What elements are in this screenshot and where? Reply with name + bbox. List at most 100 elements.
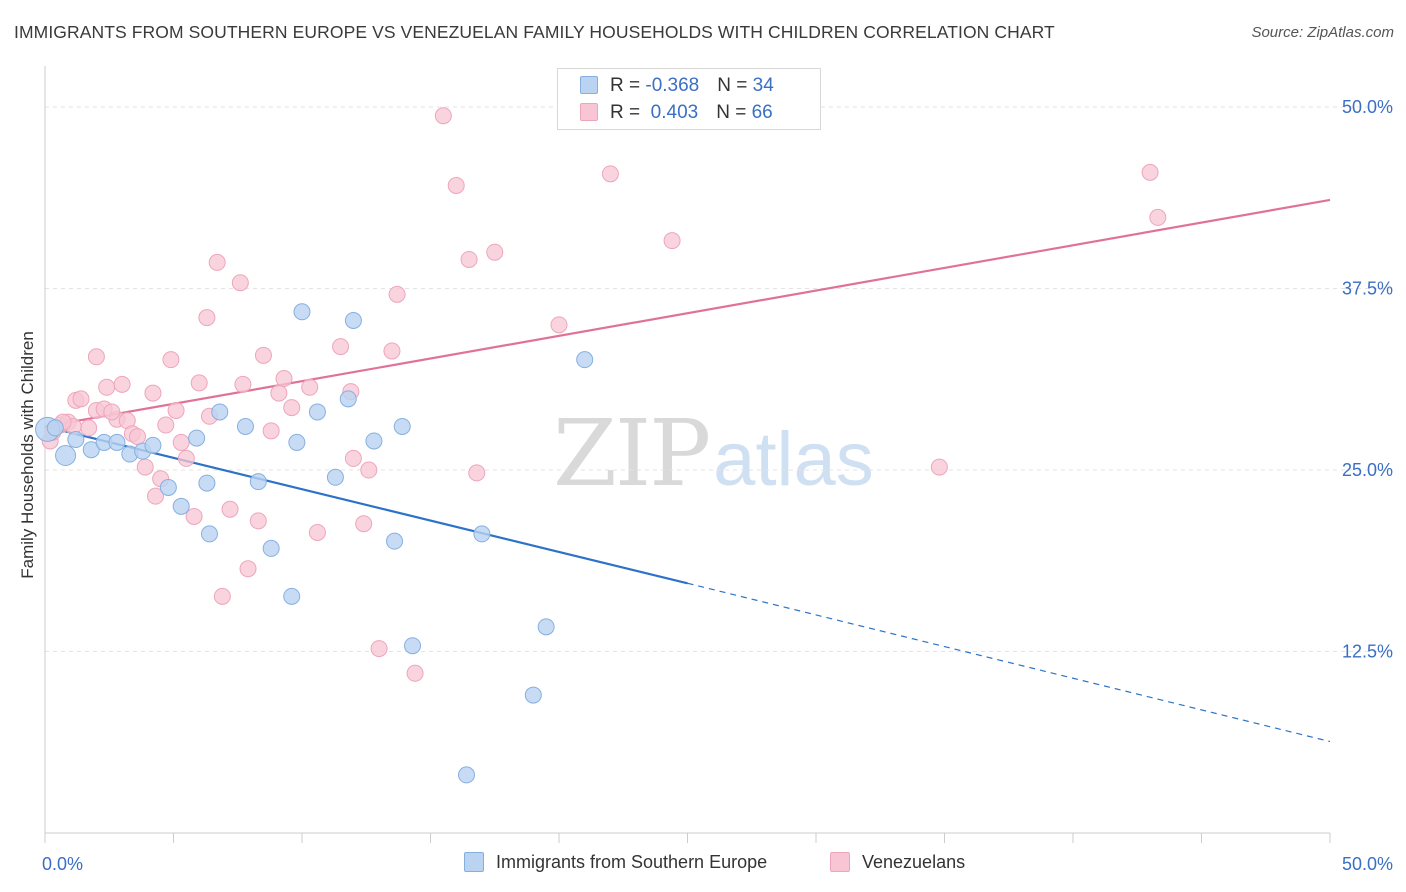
data-point-venezuelans	[663, 232, 681, 250]
data-point-immigrants	[172, 497, 190, 515]
legend-label: Immigrants from Southern Europe	[496, 852, 768, 872]
data-point-venezuelans	[213, 587, 231, 605]
data-point-venezuelans	[1141, 163, 1159, 181]
legend-n-label: N =	[716, 102, 752, 123]
legend-r-value: 0.403	[645, 102, 699, 123]
data-point-immigrants	[236, 417, 254, 435]
legend-swatch-pink	[830, 852, 850, 872]
data-point-venezuelans	[136, 458, 154, 476]
data-point-venezuelans	[185, 507, 203, 525]
data-point-immigrants	[524, 686, 542, 704]
data-point-venezuelans	[144, 384, 162, 402]
legend-n-label: N =	[717, 75, 753, 96]
y-tick-label: 50.0%	[1342, 97, 1393, 117]
data-point-immigrants	[283, 587, 301, 605]
data-point-venezuelans	[360, 461, 378, 479]
y-tick-label: 12.5%	[1342, 642, 1393, 662]
tick-labels: 12.5% 25.0% 37.5% 50.0% 0.0% 50.0%	[42, 97, 1393, 874]
data-point-venezuelans	[98, 378, 116, 396]
data-point-venezuelans	[262, 422, 280, 440]
source-credit: Source: ZipAtlas.com	[1251, 24, 1394, 41]
data-point-venezuelans	[167, 401, 185, 419]
data-point-venezuelans	[930, 458, 948, 476]
data-point-venezuelans	[80, 419, 98, 437]
legend-swatch-pink	[580, 103, 598, 121]
data-point-venezuelans	[550, 316, 568, 334]
data-point-venezuelans	[72, 390, 90, 408]
data-point-immigrants	[144, 436, 162, 454]
data-point-venezuelans	[486, 243, 504, 261]
axes	[44, 66, 1331, 843]
data-point-immigrants	[55, 445, 77, 466]
data-point-venezuelans	[301, 378, 319, 396]
y-tick-label: 25.0%	[1342, 460, 1393, 480]
data-point-venezuelans	[468, 464, 486, 482]
legend-label: Venezuelans	[862, 852, 966, 872]
data-point-venezuelans	[208, 253, 226, 271]
stats-legend-row-immigrants: R = -0.368 N = 34	[580, 75, 774, 99]
data-point-venezuelans	[460, 250, 478, 268]
data-point-venezuelans	[406, 664, 424, 682]
data-point-immigrants	[537, 618, 555, 636]
data-point-immigrants	[262, 539, 280, 557]
data-point-venezuelans	[283, 399, 301, 417]
data-point-venezuelans	[198, 309, 216, 327]
data-point-venezuelans	[113, 375, 131, 393]
data-point-venezuelans	[157, 416, 175, 434]
data-point-immigrants	[249, 473, 267, 491]
data-point-immigrants	[576, 351, 594, 369]
data-point-immigrants	[365, 432, 383, 450]
legend-r-label: R =	[610, 75, 646, 96]
data-point-venezuelans	[383, 342, 401, 360]
data-point-immigrants	[339, 390, 357, 408]
data-point-immigrants	[473, 525, 491, 543]
data-point-immigrants	[293, 303, 311, 321]
data-point-venezuelans	[254, 346, 272, 364]
data-point-venezuelans	[129, 428, 147, 446]
x-tick-label: 50.0%	[1342, 854, 1393, 874]
data-point-venezuelans	[1149, 208, 1167, 226]
legend-item-immigrants: Immigrants from Southern Europe	[464, 852, 767, 873]
stats-legend: R = -0.368 N = 34 R = 0.403 N = 66	[557, 68, 821, 130]
data-point-venezuelans	[162, 351, 180, 369]
data-point-venezuelans	[87, 348, 105, 366]
data-point-immigrants	[211, 403, 229, 421]
data-point-venezuelans	[308, 523, 326, 541]
data-point-venezuelans	[172, 433, 190, 451]
data-point-immigrants	[82, 441, 100, 459]
data-point-immigrants	[108, 433, 126, 451]
stats-legend-row-venezuelans: R = 0.403 N = 66	[580, 102, 773, 126]
data-point-venezuelans	[249, 512, 267, 530]
data-point-immigrants	[46, 419, 64, 437]
legend-swatch-blue	[580, 76, 598, 94]
data-point-immigrants	[404, 637, 422, 655]
data-point-venezuelans	[434, 107, 452, 125]
data-points	[35, 107, 1167, 784]
data-point-immigrants	[159, 478, 177, 496]
chart-title: IMMIGRANTS FROM SOUTHERN EUROPE VS VENEZ…	[14, 22, 1055, 42]
y-axis-label: Family Households with Children	[18, 331, 37, 579]
legend-r-value: -0.368	[645, 75, 700, 96]
data-point-venezuelans	[177, 449, 195, 467]
legend-swatch-blue	[464, 852, 484, 872]
data-point-immigrants	[67, 431, 85, 449]
legend-n-value: 66	[751, 102, 773, 123]
y-tick-label: 37.5%	[1342, 279, 1393, 299]
trend-line-venezuelans	[44, 198, 1331, 428]
data-point-venezuelans	[355, 515, 373, 533]
data-point-venezuelans	[332, 338, 350, 356]
data-point-venezuelans	[234, 375, 252, 393]
data-point-immigrants	[200, 525, 218, 543]
data-point-immigrants	[188, 429, 206, 447]
legend-item-venezuelans: Venezuelans	[830, 852, 965, 873]
data-point-immigrants	[308, 403, 326, 421]
legend-n-value: 34	[752, 75, 774, 96]
data-point-immigrants	[386, 532, 404, 550]
data-point-venezuelans	[344, 449, 362, 467]
data-point-venezuelans	[447, 176, 465, 194]
data-point-venezuelans	[275, 370, 293, 388]
trend-line-immigrants-extension	[687, 582, 1331, 743]
data-point-venezuelans	[270, 384, 288, 402]
data-point-venezuelans	[239, 560, 257, 578]
